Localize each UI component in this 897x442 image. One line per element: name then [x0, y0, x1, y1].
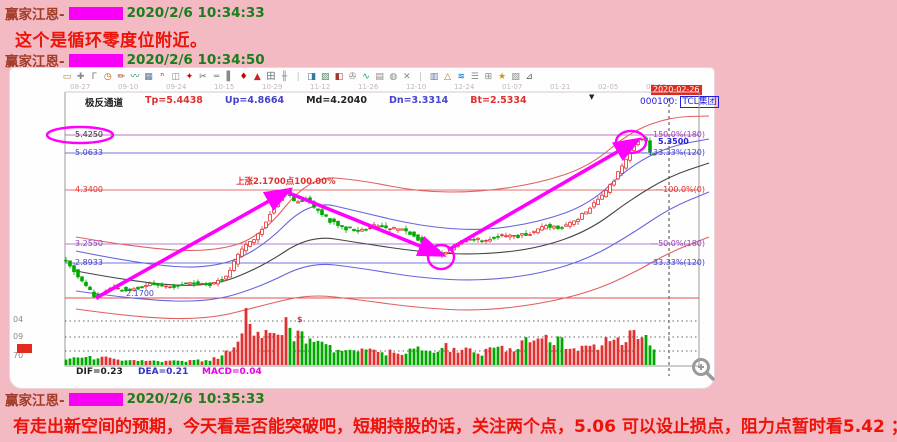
sender-name: 赢家江恩-	[5, 393, 65, 409]
sender-name: 赢家江恩-	[5, 54, 65, 70]
toolbar-icon-21[interactable]: ◧	[334, 72, 344, 82]
toolbar-icon-5[interactable]: ✏	[117, 72, 126, 82]
stock-chart-panel[interactable]: ▭ ✚ Γ ◷ ✏ 〰 ▦ ⁿ ◫ ✦ ✂ ═ ▌ ♦ ▲ 田 ╫ | ◨ ▨ ◧ ✇ ∿ ▤ ◍ ✕ | ▥ △ ≋ ☰ ⊞ ★ ▧ ⊿ 08-2…	[10, 68, 719, 388]
chart-toolbar: ▭ ✚ Γ ◷ ✏ 〰 ▦ ⁿ ◫ ✦ ✂ ═ ▌ ♦ ▲ 田 ╫ | ◨ ▨ ◧ ✇ ∿ ▤ ◍ ✕ | ▥ △ ≋ ☰ ⊞ ★ ▧ ⊿	[62, 71, 534, 84]
date-tick: 02-05	[598, 83, 619, 91]
toolbar-icon-31[interactable]: ☰	[470, 72, 479, 82]
symbol-name: TCL集团	[680, 96, 719, 108]
toolbar-icon-20[interactable]: ▨	[321, 72, 330, 82]
toolbar-icon-7[interactable]: ▦	[144, 72, 153, 82]
marker-triangle-icon: ▼	[589, 93, 595, 101]
toolbar-icon-27[interactable]: |	[418, 72, 422, 82]
channel-lines	[75, 115, 710, 320]
toolbar-icon-34[interactable]: ▧	[511, 72, 520, 82]
zoom-icon[interactable]	[690, 356, 716, 382]
censored-name-block	[68, 392, 123, 406]
indicator-value: Dn=3.3314	[388, 95, 449, 106]
toolbar-icon-23[interactable]: ∿	[362, 72, 370, 82]
toolbar-icon-24[interactable]: ▤	[375, 72, 384, 82]
toolbar-icon-22[interactable]: ✇	[348, 72, 357, 82]
message-timestamp: 2020/2/6 10:34:33	[126, 5, 265, 21]
date-axis: 08-27 09-10 09-24 10-15 10-29 11-12 11-26 12-10…	[10, 83, 714, 92]
low-price-label: 2.1700	[126, 289, 154, 298]
toolbar-icon-14[interactable]: ♦	[239, 72, 248, 82]
cycle-date-badge: 2020-02-26	[651, 85, 702, 95]
date-tick: 11-12	[310, 83, 331, 91]
plot-frame	[64, 91, 700, 376]
toolbar-icon-29[interactable]: △	[444, 72, 452, 82]
symbol-code: 000100:	[640, 97, 678, 107]
toolbar-icon-30[interactable]: ≋	[457, 72, 465, 82]
current-price-label: 5.3500	[658, 137, 689, 146]
date-tick: 08-27	[70, 83, 91, 91]
toolbar-icon-33[interactable]: ★	[497, 72, 507, 82]
date-tick: 09-10	[118, 83, 139, 91]
toolbar-icon-28[interactable]: ▥	[429, 72, 439, 82]
chat-message-text: 这个是循环零度位附近。	[15, 31, 208, 51]
chat-message-text: 有走出新空间的预期，今天看是否能突破吧，短期持股的话，关注两个点，5.06 可以…	[13, 417, 897, 437]
toolbar-icon-18[interactable]: |	[296, 72, 300, 82]
toolbar-icon-6[interactable]: 〰	[130, 72, 140, 82]
toolbar-icon-15[interactable]: ▲	[253, 72, 261, 82]
trend-annotations	[45, 125, 648, 300]
date-tick: 12-10	[406, 83, 427, 91]
indicator-value: Bt=2.5334	[470, 95, 527, 106]
dollar-signal-marker: $	[297, 315, 303, 324]
candlesticks	[64, 136, 656, 300]
axis-cut-label: 04	[13, 315, 24, 324]
indicator-value: Tp=5.4438	[145, 95, 203, 106]
date-tick: 10-15	[214, 83, 235, 91]
dif-value: DIF=0.23	[76, 367, 123, 377]
axis-cut-label: 09	[13, 332, 24, 341]
toolbar-icon-35[interactable]: ⊿	[525, 72, 533, 82]
toolbar-icon-3[interactable]: Γ	[91, 72, 97, 82]
chat-header-2: 赢家江恩- 2020/2/6 10:34:50	[5, 52, 265, 70]
indicator-name: 极反通道	[85, 98, 124, 109]
gann-level-lines	[65, 134, 699, 352]
message-timestamp: 2020/2/6 10:34:50	[126, 52, 265, 68]
toolbar-icon-2[interactable]: ✚	[76, 72, 85, 82]
toolbar-icon-17[interactable]: ╫	[281, 72, 288, 82]
date-tick: 10-29	[262, 83, 283, 91]
date-tick: 01-07	[502, 83, 523, 91]
date-tick: 01-21	[550, 83, 571, 91]
toolbar-icon-8[interactable]: ⁿ	[160, 72, 164, 82]
date-tick: 09-24	[166, 83, 187, 91]
toolbar-icon-11[interactable]: ✂	[199, 72, 207, 82]
indicator-header: 极反通道 Tp=5.4438 Up=4.8664 Md=4.2040 Dn=3.331…	[85, 95, 527, 109]
toolbar-icon-25[interactable]: ◍	[389, 72, 398, 82]
toolbar-icon-10[interactable]: ✦	[185, 72, 194, 82]
dea-value: DEA=0.21	[138, 367, 189, 377]
message-timestamp: 2020/2/6 10:35:33	[126, 391, 265, 407]
toolbar-icon-19[interactable]: ◨	[307, 72, 316, 82]
censored-name-block	[68, 6, 123, 20]
toolbar-icon-16[interactable]: 田	[266, 72, 276, 82]
toolbar-icon-1[interactable]: ▭	[62, 72, 72, 82]
date-tick: 11-26	[358, 83, 379, 91]
date-tick: 12-24	[454, 83, 475, 91]
chat-header-3: 赢家江恩- 2020/2/6 10:35:33	[5, 391, 265, 409]
price-chart-canvas[interactable]	[10, 68, 714, 388]
red-marker-square	[17, 344, 32, 353]
toolbar-icon-12[interactable]: ═	[213, 72, 220, 82]
indicator-value: Up=4.8664	[224, 95, 285, 106]
rise-annotation: 上涨2.1700点100.00%	[236, 177, 336, 187]
axis-cut-label: 70	[13, 351, 24, 360]
indicator-value: Md=4.2040	[306, 95, 367, 106]
macd-value: MACD=0.04	[202, 367, 262, 377]
toolbar-icon-26[interactable]: ✕	[403, 72, 411, 82]
volume-bars	[64, 308, 656, 365]
toolbar-icon-32[interactable]: ⊞	[484, 72, 493, 82]
toolbar-icon-4[interactable]: ◷	[103, 72, 112, 82]
toolbar-icon-9[interactable]: ◫	[171, 72, 180, 82]
chat-header-1: 赢家江恩- 2020/2/6 10:34:33	[5, 5, 265, 23]
symbol-label: 000100: TCL集团	[640, 96, 719, 108]
sender-name: 赢家江恩-	[5, 7, 65, 23]
toolbar-icon-13[interactable]: ▌	[226, 72, 234, 82]
censored-name-block	[68, 53, 123, 67]
